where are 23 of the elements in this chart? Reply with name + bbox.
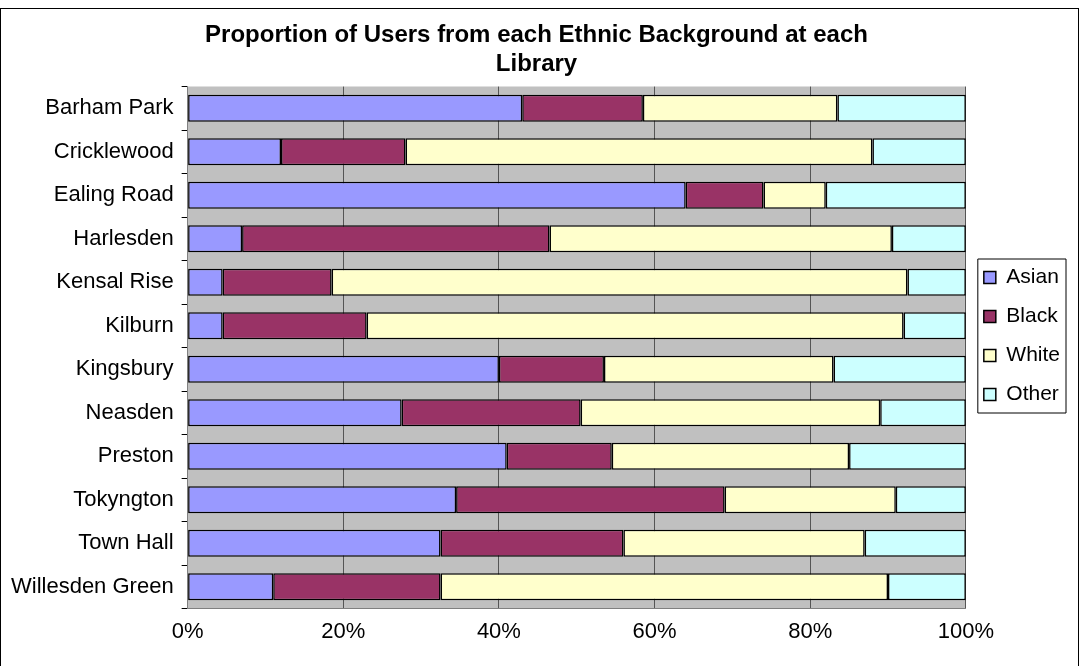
y-tick-label: Willesden Green (10, 572, 174, 598)
y-tick-label: Kingsbury (75, 355, 174, 381)
chart-title: Proportion of Users from each Ethnic Background at each Library (205, 20, 868, 76)
x-tick-label: 80% (788, 617, 833, 643)
x-tick-label: 0% (171, 617, 204, 643)
y-tick-label: Harlesden (73, 224, 174, 250)
y-tick-label: Barham Park (45, 94, 175, 120)
y-tick-label: Kilburn (105, 311, 174, 337)
x-tick-label: 60% (632, 617, 677, 643)
y-tick-label: Ealing Road (53, 181, 174, 207)
legend-label: Asian (1006, 264, 1059, 288)
y-tick-label: Cricklewood (53, 137, 174, 163)
legend-label: White (1006, 342, 1061, 366)
x-tick-label: 40% (476, 617, 521, 643)
y-tick-label: Tokyngton (73, 485, 174, 511)
x-tick-label: 20% (321, 617, 366, 643)
x-tick-label: 100% (937, 617, 994, 643)
y-tick-label: Neasden (85, 398, 174, 424)
y-tick-label: Preston (97, 442, 174, 468)
legend-label: Other (1006, 381, 1059, 405)
y-tick-label: Kensal Rise (56, 268, 174, 294)
legend-label: Black (1006, 303, 1059, 327)
y-tick-label: Town Hall (78, 529, 174, 555)
